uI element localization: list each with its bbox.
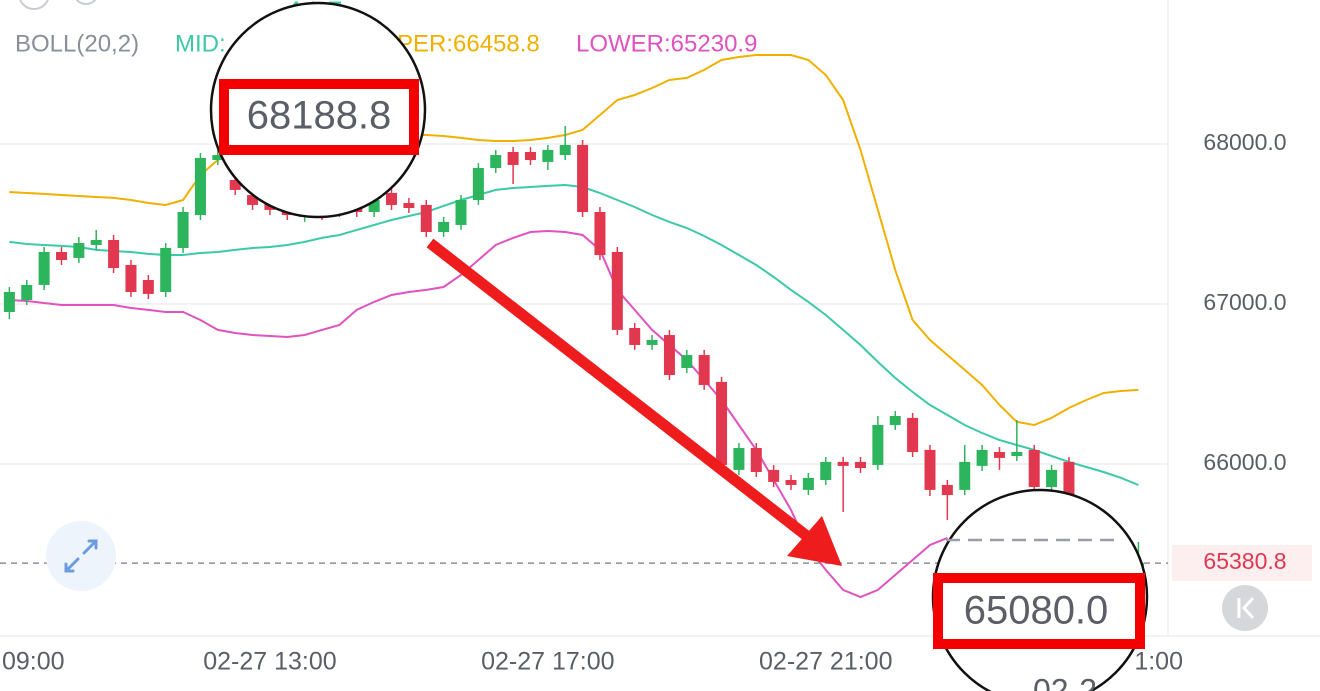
candle-body	[698, 355, 710, 385]
candle-body	[768, 469, 780, 482]
candle-body	[820, 461, 832, 480]
band-line	[9, 183, 1139, 486]
candle-body	[108, 240, 120, 268]
candle-body	[594, 212, 606, 256]
x-tick-label: 02-27 17:00	[481, 648, 614, 676]
callout-text: 65080.0	[964, 589, 1109, 633]
candle-body	[55, 252, 67, 260]
candle-body	[403, 203, 415, 208]
candle-body	[386, 192, 398, 205]
candle-body	[889, 416, 901, 425]
callout-bottom: 02-2 65080.0	[931, 488, 1149, 691]
y-tick-label: 67000.0	[1203, 289, 1286, 315]
toolbar-icon[interactable]	[19, 0, 49, 10]
candle-body	[681, 355, 693, 368]
candle-body	[907, 417, 919, 452]
expand-button-bg[interactable]	[46, 521, 116, 591]
candle-body	[611, 252, 623, 330]
candle-body	[1063, 461, 1075, 505]
arrow-shaft	[426, 238, 816, 545]
candle-body	[993, 452, 1005, 458]
candle-body	[142, 280, 154, 294]
scroll-icon[interactable]	[1237, 596, 1255, 620]
indicator-label: MID:	[175, 30, 226, 57]
candle-body	[21, 284, 33, 300]
candle-body	[229, 180, 241, 190]
candle-body	[524, 152, 536, 160]
candle-body	[837, 461, 849, 466]
callout-top: 68188.8	[209, 1, 427, 219]
candle-body	[73, 243, 85, 258]
candle-body	[438, 221, 450, 232]
x-tick-label: 1:00	[1134, 648, 1183, 676]
candle-body	[90, 240, 102, 245]
expand-icon[interactable]	[64, 539, 98, 573]
candle-body	[629, 328, 641, 345]
candle-body	[785, 480, 797, 485]
candle-body	[1011, 452, 1023, 456]
candle-body	[455, 200, 467, 225]
indicator-label: BOLL(20,2)	[15, 30, 139, 57]
price-tag-bg	[1172, 545, 1312, 582]
candle-body	[212, 155, 224, 160]
candle-body	[472, 168, 484, 200]
y-tick-label: 68000.0	[1203, 129, 1286, 155]
x-tick-label: 02-27 21:00	[759, 648, 892, 676]
candle-body	[490, 155, 502, 168]
candle-body	[125, 264, 137, 292]
candle-body	[420, 204, 432, 232]
expand-button[interactable]	[46, 521, 116, 591]
candle-body	[716, 381, 728, 465]
candle-body	[160, 248, 172, 292]
candle-body	[976, 449, 988, 466]
candle-body	[646, 340, 658, 345]
candle-body	[38, 252, 50, 285]
candle-body	[733, 448, 745, 470]
callout-axis-text: 02-2	[1033, 672, 1097, 691]
candle-body	[924, 449, 936, 490]
callout-box	[219, 79, 419, 155]
trend-arrow	[426, 238, 842, 566]
candle-body	[959, 461, 971, 490]
candle-body	[368, 200, 380, 212]
candle-body	[577, 144, 589, 212]
candle-body	[872, 424, 884, 465]
toolbar-icon[interactable]	[74, 0, 98, 5]
candle-body	[3, 292, 15, 312]
price-tag: 65380.8	[1203, 548, 1286, 574]
arrow-head	[787, 516, 842, 566]
candle-body	[194, 157, 206, 216]
x-tick-label: 09:00	[2, 648, 65, 676]
candle-body	[177, 212, 189, 248]
scroll-button[interactable]	[1222, 585, 1268, 631]
indicator-label: LOWER:65230.9	[576, 30, 757, 57]
candle-body	[247, 195, 259, 205]
candle-body	[941, 484, 953, 496]
indicator-label: PER:66458.8	[397, 30, 540, 57]
callout-box	[933, 573, 1145, 649]
candle-body	[559, 144, 571, 156]
candle-body	[542, 149, 554, 162]
candle-body	[802, 477, 814, 490]
candle-body	[750, 448, 762, 472]
candle-body	[507, 152, 519, 165]
x-tick-label: 02-27 13:00	[203, 648, 336, 676]
candle-body	[855, 461, 867, 468]
y-tick-label: 66000.0	[1203, 449, 1286, 475]
grid-layer	[0, 143, 1168, 465]
candle-body	[663, 335, 675, 376]
candle-body	[1046, 469, 1058, 488]
callout-text: 68188.8	[247, 94, 392, 138]
candle-body	[1028, 449, 1040, 488]
